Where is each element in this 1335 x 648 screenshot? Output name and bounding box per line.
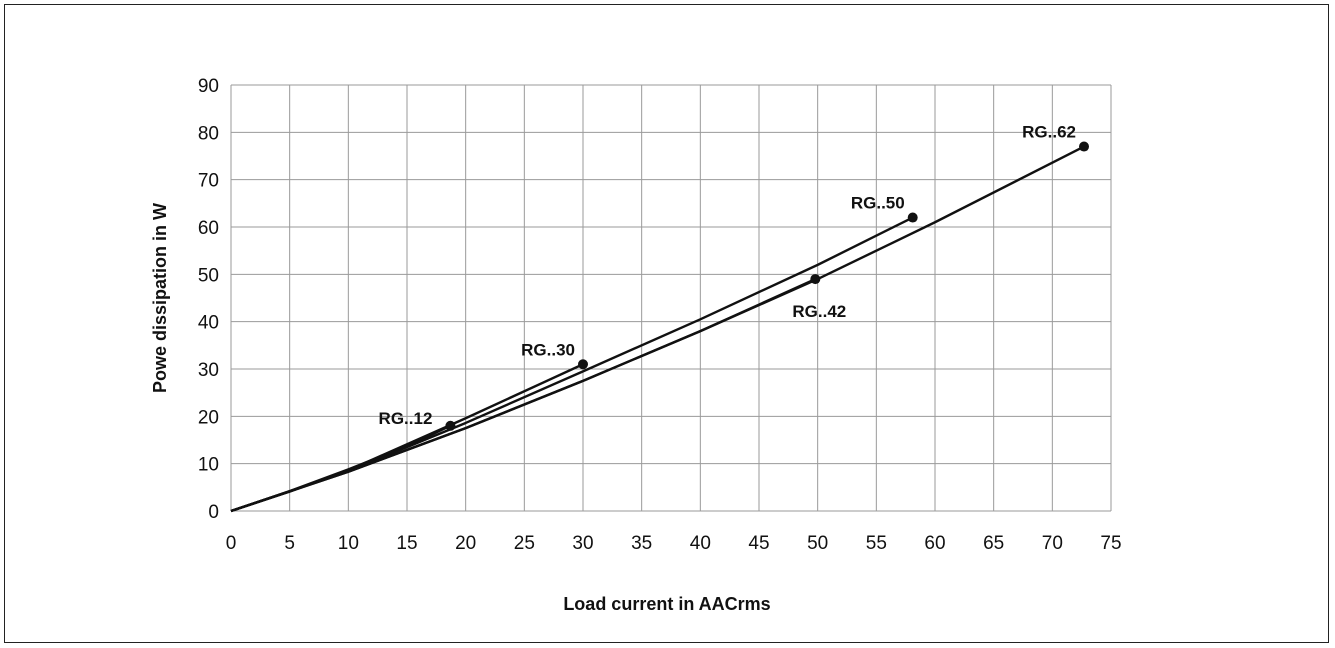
series-lines — [230, 145, 1085, 513]
x-tick-label: 15 — [396, 533, 417, 554]
chart-frame — [4, 4, 1329, 643]
y-tick-label: 30 — [198, 360, 219, 381]
data-label: RG..42 — [792, 302, 846, 321]
x-axis-title: Load current in AACrms — [563, 594, 770, 614]
data-label: RG..50 — [851, 194, 905, 213]
point-labels: RG..12 RG..30 RG..42 RG..50 RG..62 — [379, 123, 1076, 428]
y-tick-labels: 0 10 20 30 40 50 60 70 80 90 — [198, 76, 219, 523]
x-tick-label: 55 — [866, 533, 887, 554]
y-tick-label: 50 — [198, 265, 219, 286]
x-tick-label: 10 — [338, 533, 359, 554]
series-line-rg50 — [230, 216, 914, 513]
data-point — [810, 274, 821, 285]
y-tick-label: 0 — [208, 502, 219, 523]
data-point — [578, 359, 588, 370]
data-point — [445, 420, 456, 431]
x-tick-label: 30 — [572, 533, 593, 554]
grid — [230, 84, 1112, 512]
y-tick-label: 80 — [198, 123, 219, 144]
y-tick-label: 70 — [198, 171, 219, 192]
x-tick-label: 25 — [514, 533, 535, 554]
series-line-rg62 — [230, 145, 1085, 513]
data-label: RG..30 — [521, 340, 575, 359]
series-line-rg42 — [230, 277, 816, 513]
x-tick-label: 50 — [807, 533, 828, 554]
y-tick-label: 10 — [198, 455, 219, 476]
data-label: RG..12 — [379, 409, 433, 428]
x-tick-label: 65 — [983, 533, 1004, 554]
data-points — [445, 141, 1090, 431]
x-tick-label: 20 — [455, 533, 476, 554]
y-axis-title: Powe dissipation in W — [150, 203, 170, 393]
x-tick-label: 45 — [748, 533, 769, 554]
y-tick-label: 90 — [198, 76, 219, 97]
y-tick-label: 40 — [198, 313, 219, 334]
data-point — [1079, 141, 1090, 152]
data-point — [907, 212, 918, 223]
x-tick-label: 75 — [1100, 533, 1121, 554]
y-tick-label: 20 — [198, 407, 219, 428]
x-tick-label: 5 — [284, 533, 295, 554]
x-tick-label: 40 — [690, 533, 711, 554]
data-label: RG..62 — [1022, 123, 1076, 142]
x-tick-label: 0 — [226, 533, 237, 554]
y-tick-label: 60 — [198, 218, 219, 239]
x-tick-label: 70 — [1042, 533, 1063, 554]
x-tick-labels: 0 5 10 15 20 25 30 35 40 45 50 55 60 65 70 75 — [226, 533, 1122, 554]
x-tick-label: 60 — [924, 533, 945, 554]
x-tick-label: 35 — [631, 533, 652, 554]
